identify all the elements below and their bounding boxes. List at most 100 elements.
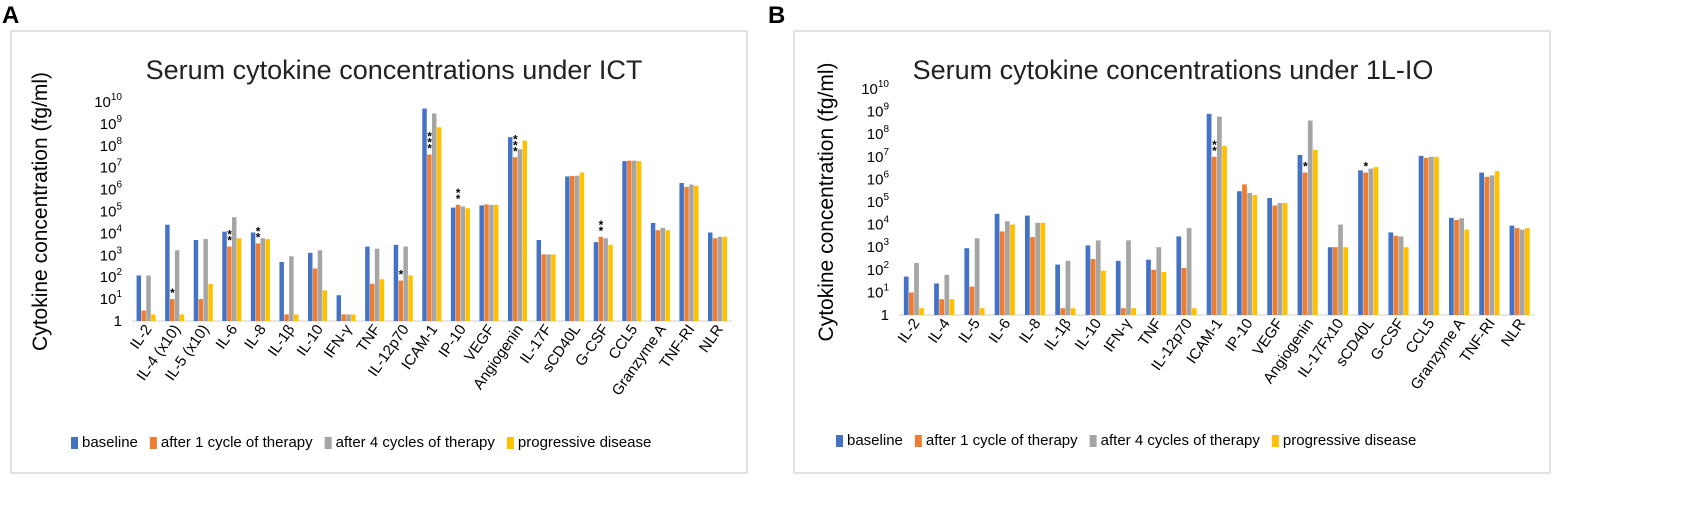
bar-after-1-cycle-of-therapy-il-10 [1090,259,1096,315]
y-tick-exponent: 10 [878,79,890,90]
bar-progressive-disease-scd40l [1373,167,1379,315]
bar-progressive-disease-il-4 [949,299,955,315]
bar-after-4-cycles-of-therapy-angiogenin [1307,120,1313,315]
y-tick-exponent: 6 [116,180,122,191]
bar-after-1-cycle-of-therapy-il-6 [227,246,232,321]
bar-after-1-cycle-of-therapy-tnf-ri [684,187,689,321]
legend-swatch-after-4-cycles-of-therapy [1089,435,1097,447]
bar-baseline-il-2 [903,276,909,315]
significance-marker: * [456,192,461,206]
bar-baseline-il-17f [536,239,542,321]
bar-progressive-disease-il-10 [1101,270,1106,315]
bar-after-1-cycle-of-therapy-ifn [1120,308,1126,315]
bar-baseline-vegf [479,205,484,321]
bar-baseline-il-4-x10 [165,224,170,321]
bar-after-1-cycle-of-therapy-granzyme-a [1454,219,1459,315]
bar-baseline-il-12p70 [1176,236,1182,315]
y-tick-exponent: 9 [883,102,889,113]
chart-title: Serum cytokine concentrations under 1L-I… [913,55,1434,85]
bar-baseline-granzyme-a [650,222,656,321]
bar-after-1-cycle-of-therapy-il-1 [1060,308,1066,315]
chart-1l-io: Serum cytokine concentrations under 1L-I… [793,30,1551,474]
bar-after-1-cycle-of-therapy-tnf [370,283,375,321]
chart-ict: Serum cytokine concentrations under ICT C… [10,30,748,474]
bar-baseline-icam-1 [1206,113,1212,315]
legend-label-after-1-cycle-of-therapy: after 1 cycle of therapy [926,432,1078,449]
bar-after-1-cycle-of-therapy-ifn [341,314,346,321]
bar-after-4-cycles-of-therapy-scd40l [574,175,580,321]
bar-baseline-ccl5 [622,161,627,321]
bar-baseline-il-4 [934,283,939,315]
bar-after-1-cycle-of-therapy-il-12p70 [1181,268,1187,315]
bar-after-1-cycle-of-therapy-granzyme-a [655,230,661,321]
bar-after-1-cycle-of-therapy-ccl5 [627,160,632,321]
bar-progressive-disease-il-17f [551,254,556,321]
significance-marker: * [1212,138,1217,152]
legend-label-after-1-cycle-of-therapy: after 1 cycle of therapy [161,434,313,451]
bar-baseline-il-6 [994,213,1000,315]
bar-baseline-g-csf [593,242,599,321]
bar-progressive-disease-ip-10 [465,208,470,321]
bar-after-4-cycles-of-therapy-il-1 [289,256,294,321]
bar-progressive-disease-icam-1 [1222,146,1227,315]
legend-label-baseline: baseline [82,434,138,451]
bar-after-1-cycle-of-therapy-il-4 [939,299,945,315]
bar-after-1-cycle-of-therapy-angiogenin [512,157,518,321]
bar-after-4-cycles-of-therapy-nlr [717,236,723,321]
y-axis-label: Cytokine concentration (fg/ml) [815,63,838,342]
bar-progressive-disease-il-6 [1010,224,1015,315]
significance-marker: * [1303,160,1308,174]
panel-label-a: A [2,2,20,29]
y-tick-exponent: 9 [116,114,122,125]
significance-marker: * [1212,144,1217,158]
bar-after-1-cycle-of-therapy-il-2 [141,310,146,321]
y-tick-exponent: 3 [116,245,122,256]
bar-after-1-cycle-of-therapy-il-1 [284,314,289,321]
bar-baseline-ccl5 [1418,155,1424,315]
y-tick-exponent: 4 [116,223,122,234]
bar-after-1-cycle-of-therapy-il-2 [908,292,914,315]
bar-progressive-disease-g-csf [1403,247,1409,315]
bar-after-4-cycles-of-therapy-ifn [1126,240,1131,315]
bar-progressive-disease-ifn [1131,308,1137,315]
chart-title: Serum cytokine concentrations under ICT [146,55,643,85]
bar-baseline-tnf [1146,259,1151,315]
bar-progressive-disease-nlr [722,236,728,321]
legend-label-after-4-cycles-of-therapy: after 4 cycles of therapy [1101,432,1261,449]
bar-after-1-cycle-of-therapy-angiogenin [1302,172,1308,315]
bar-baseline-scd40l [565,176,570,321]
bar-baseline-angiogenin [1297,155,1303,315]
y-tick-exponent: 5 [883,192,889,203]
bar-after-4-cycles-of-therapy-vegf [1277,203,1283,315]
significance-marker: * [513,132,518,146]
legend-swatch-after-4-cycles-of-therapy [324,437,332,449]
bar-after-4-cycles-of-therapy-g-csf [1398,236,1404,315]
significance-marker: * [170,286,175,300]
y-tick-exponent: 10 [111,92,123,103]
bar-after-4-cycles-of-therapy-granzyme-a [1459,218,1465,315]
bar-baseline-il-2 [136,275,142,321]
bar-progressive-disease-vegf [494,204,499,321]
y-tick-exponent: 2 [116,267,122,278]
y-tick-label: 1 [881,307,889,324]
legend-swatch-baseline [836,435,843,447]
significance-marker: * [227,234,232,248]
bar-baseline-icam-1 [422,108,427,321]
y-tick-exponent: 2 [883,260,889,271]
bar-after-1-cycle-of-therapy-il-17fx10 [1332,247,1338,315]
y-axis-label: Cytokine concentration (fg/ml) [29,72,52,351]
legend-swatch-baseline [71,437,78,449]
bar-after-4-cycles-of-therapy-il-4-x10 [174,250,180,321]
bar-progressive-disease-il-17fx10 [1343,247,1349,315]
significance-marker: * [599,224,604,238]
significance-marker: * [513,138,518,152]
bar-progressive-disease-tnf-ri [1494,171,1500,315]
significance-marker: * [427,130,432,144]
bar-baseline-il-10 [308,252,313,321]
bar-after-1-cycle-of-therapy-icam-1 [427,154,432,321]
bar-after-1-cycle-of-therapy-ip-10 [455,204,461,321]
bar-after-4-cycles-of-therapy-nlr [1519,229,1525,315]
bar-progressive-disease-il-12p70 [1191,308,1197,315]
legend-label-baseline: baseline [847,432,903,449]
bar-baseline-tnf-ri [1479,172,1485,315]
